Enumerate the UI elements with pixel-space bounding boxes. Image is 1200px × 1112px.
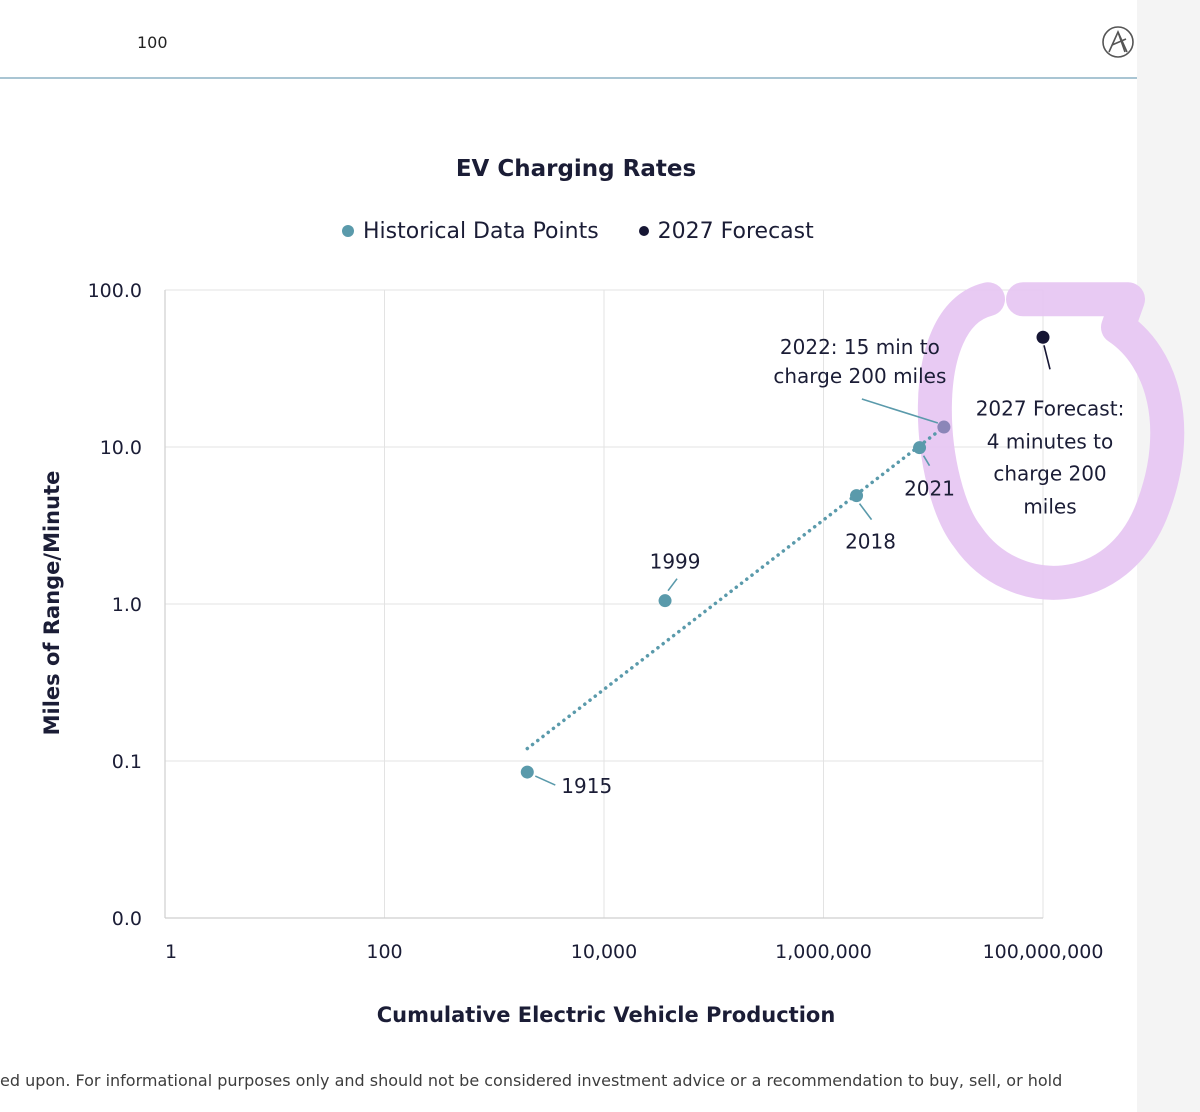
legend-label-historical: Historical Data Points (363, 218, 599, 244)
x-tick-label: 100 (366, 941, 402, 963)
header-rule (0, 77, 1137, 79)
y-axis-title: Miles of Range/Minute (40, 470, 64, 736)
label-2027-line2: 4 minutes to (987, 429, 1113, 453)
label-2022-line2: charge 200 miles (773, 364, 946, 388)
x-axis-title: Cumulative Electric Vehicle Production (376, 1003, 836, 1027)
annotation-layer: 1915 1999 2018 2021 2022: 15 min to charge 20… (561, 335, 1124, 798)
x-tick-label: 100,000,000 (983, 941, 1104, 963)
y-tick-label: 0.1 (112, 751, 142, 773)
label-2018: 2018 (845, 530, 896, 554)
chart-legend: Historical Data Points 2027 Forecast (342, 216, 854, 246)
point-2027-forecast (1036, 330, 1050, 344)
point-layer (520, 330, 1050, 779)
y-tick-label: 0.0 (112, 908, 142, 930)
tick-label-layer: 1 100 10,000 1,000,000 100,000,000 0.0 0.1 1.0 1… (88, 280, 1104, 963)
leader-2018 (858, 503, 873, 521)
leader-2021 (922, 455, 931, 467)
legend-item-historical: Historical Data Points (342, 219, 599, 244)
point-2021 (913, 441, 927, 455)
ark-logo-icon (1102, 26, 1134, 58)
label-1915: 1915 (561, 774, 612, 798)
grid-layer (164, 289, 1044, 919)
legend-marker-historical (342, 225, 354, 237)
label-2027-line3: charge 200 (993, 461, 1106, 485)
legend-marker-forecast (638, 226, 649, 236)
x-tick-label: 1,000,000 (775, 941, 872, 963)
x-tick-label: 1 (165, 941, 177, 963)
point-1915 (520, 765, 534, 779)
chart-title: EV Charging Rates (455, 156, 697, 182)
label-2027-line4: miles (1023, 494, 1076, 518)
y-tick-label: 1.0 (112, 594, 142, 616)
page-number: 100 (137, 33, 168, 52)
highlight-layer (917, 282, 1185, 600)
label-2021: 2021 (904, 477, 955, 501)
leader-1999 (667, 578, 678, 592)
legend-label-forecast: 2027 Forecast (657, 218, 814, 244)
label-2027-line1: 2027 Forecast: (976, 396, 1125, 420)
y-tick-label: 100.0 (88, 280, 142, 302)
label-2022-line1: 2022: 15 min to (780, 335, 940, 359)
leader-2027 (1043, 345, 1051, 370)
label-1999: 1999 (650, 550, 701, 574)
trendline-layer (525, 425, 946, 751)
highlight-circle-mark (917, 282, 1185, 600)
leader-line-layer (534, 345, 1051, 786)
legend-item-forecast: 2027 Forecast (638, 218, 814, 244)
point-2018 (850, 489, 864, 503)
point-1999 (658, 594, 672, 608)
y-tick-label: 10.0 (100, 437, 142, 459)
point-2022 (937, 420, 951, 434)
disclaimer-text: ed upon. For informational purposes only… (0, 1071, 1063, 1090)
leader-1915 (534, 775, 556, 786)
trendline (525, 425, 946, 751)
leader-2022 (861, 398, 939, 424)
page-gutter (1137, 0, 1200, 1112)
x-tick-label: 10,000 (571, 941, 637, 963)
